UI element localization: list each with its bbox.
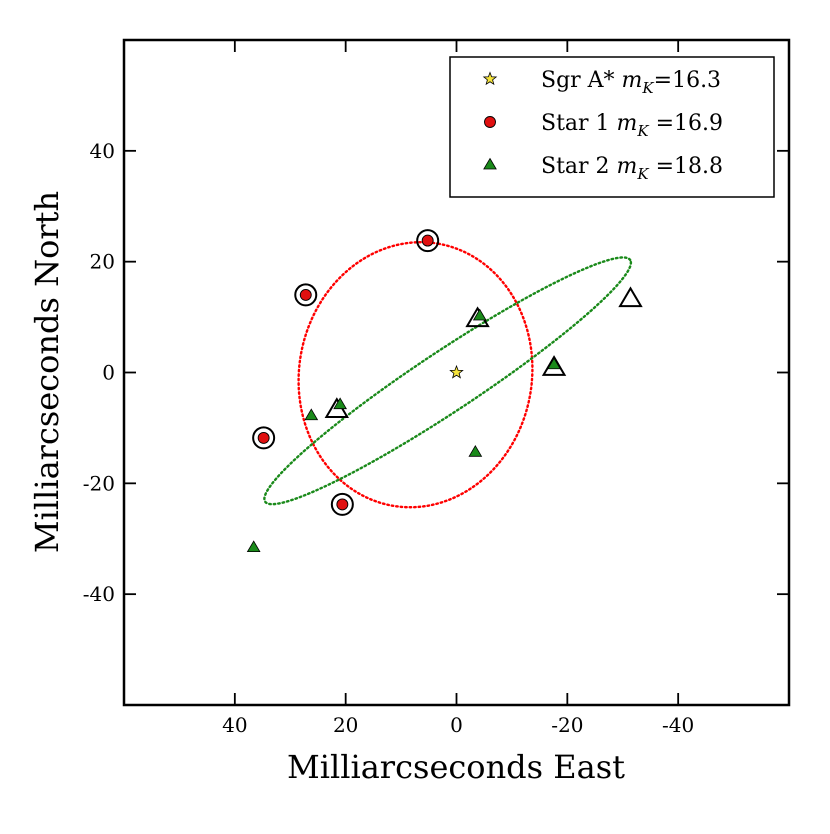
star-2-fit-positions-point-4 (618, 286, 643, 308)
y-tick-label-1: 40 (90, 139, 115, 163)
y-tick-label-5: -40 (83, 582, 115, 606)
star-2-point-3 (333, 397, 347, 410)
x-tick-label-2: 20 (333, 713, 358, 737)
star-1-fit-positions-point-3 (252, 426, 276, 450)
legend-label-star-2: Star 2 mK =18.8 (541, 154, 723, 183)
legend-marker-sgr-a- (482, 71, 498, 86)
legend-marker-star-2 (483, 157, 497, 170)
star-2-point-5 (468, 445, 483, 457)
y-tick-label-3: 0 (102, 361, 115, 385)
legend-label-star-1: Star 1 mK =16.9 (541, 111, 723, 140)
ticks-layer: 40 20 0 -20 -40 40 20 0 -20 -40 (83, 40, 789, 737)
star-1-fit-positions-point-2 (294, 283, 318, 307)
star-1-fit-positions-point-1 (416, 229, 440, 253)
x-axis-label: Milliarcseconds East (287, 748, 625, 786)
star-2-fit-positions-point-2 (541, 355, 567, 376)
x-tick-label-4: -20 (551, 713, 583, 737)
star-2-point-4 (304, 408, 319, 421)
star-2-point-6 (246, 540, 261, 553)
y-axis-label: Milliarcseconds North (28, 191, 66, 553)
y-tick-label-2: 20 (90, 250, 115, 274)
x-tick-label-1: 40 (222, 713, 247, 737)
orbit-1 (297, 240, 534, 509)
legend-box (449, 56, 775, 198)
star-1-point-2 (299, 288, 312, 301)
sgr-a--point-1 (449, 364, 464, 379)
star-2-point-1 (472, 308, 487, 321)
x-tick-label-3: 0 (450, 713, 463, 737)
y-tick-label-4: -20 (83, 471, 115, 495)
star-1-point-1 (421, 234, 434, 247)
orbits-layer (263, 240, 633, 509)
star-1-fit-positions-point-4 (330, 492, 354, 516)
star-1-point-3 (257, 431, 270, 444)
star-2-point-2 (547, 357, 561, 370)
orbit-2 (263, 256, 633, 506)
legend-label-sgr-a-: Sgr A* mK=16.3 (541, 68, 721, 97)
x-tick-label-5: -40 (662, 713, 694, 737)
legend: Sgr A* mK=16.3 Star 1 mK =16.9 Star 2 mK =… (449, 56, 775, 198)
star-1-point-4 (336, 498, 349, 511)
legend-marker-star-1 (484, 116, 496, 128)
points-layer (246, 229, 643, 553)
